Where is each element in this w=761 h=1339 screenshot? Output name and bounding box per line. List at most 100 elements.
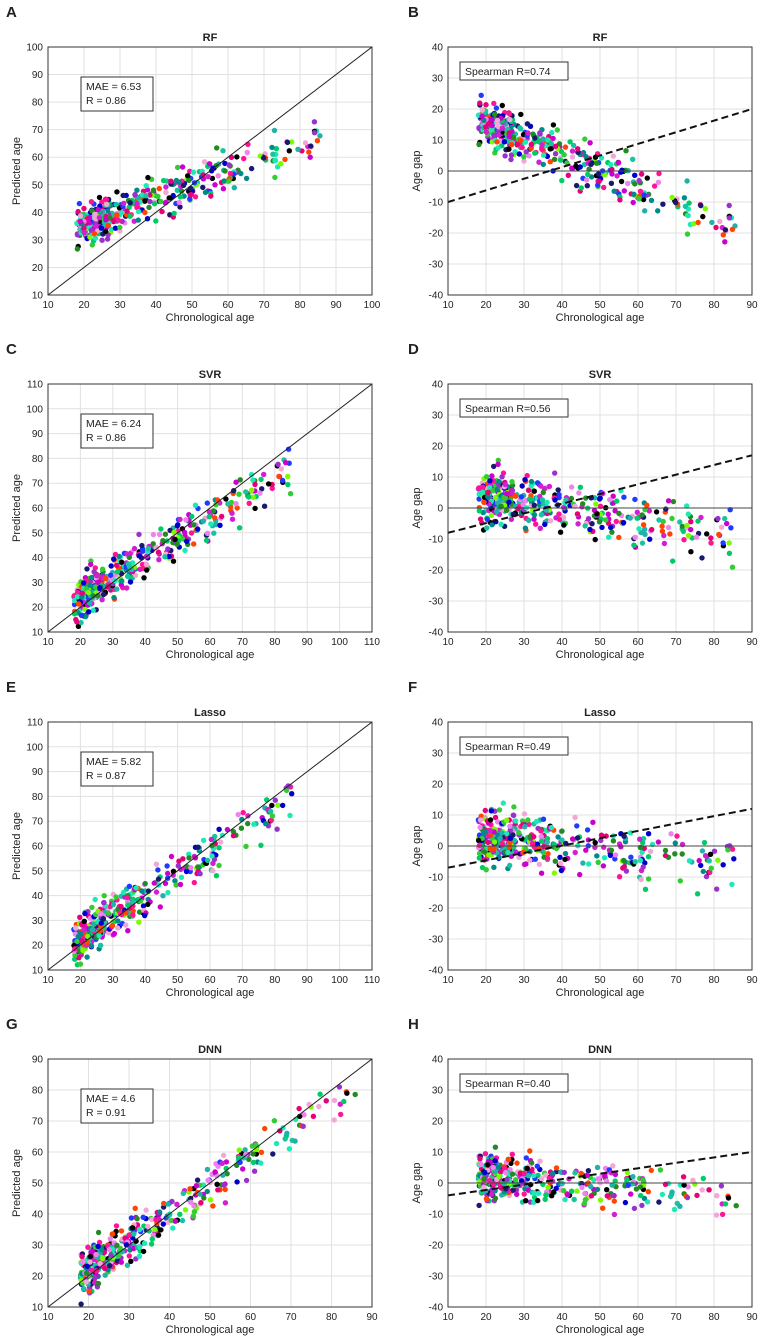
stats-text: MAE = 4.6: [86, 1093, 135, 1105]
scatter-point: [628, 854, 634, 860]
scatter-point: [102, 1272, 108, 1278]
scatter-point: [677, 1203, 683, 1210]
scatter-point: [694, 1192, 700, 1199]
scatter-point: [136, 1226, 143, 1233]
x-tick-label: 110: [364, 637, 380, 648]
scatter-point: [136, 909, 143, 915]
scatter-point: [684, 178, 690, 184]
scatter-point: [331, 1117, 337, 1123]
y-tick-label: 30: [32, 578, 44, 589]
scatter-point: [701, 839, 708, 846]
scatter-point: [296, 1105, 302, 1112]
scatter-point: [694, 891, 701, 897]
x-tick-label: 40: [140, 975, 152, 986]
scatter-point: [111, 218, 117, 224]
scatter-point: [216, 862, 222, 869]
scatter-point: [594, 511, 600, 517]
scatter-point: [729, 226, 736, 233]
scatter-point: [536, 861, 542, 867]
scatter-point: [593, 501, 599, 507]
scatter-point: [514, 1191, 520, 1198]
scatter-point: [145, 174, 151, 181]
scatter-point: [568, 1188, 575, 1194]
scatter-point: [197, 1191, 203, 1197]
scatter-point: [143, 562, 150, 568]
scatter-point: [539, 142, 545, 148]
scatter-point: [234, 505, 240, 511]
chart-panel-B: 10 20 30 40 50 60 70 80 90-40-30-20-10010203040C…: [408, 4, 758, 324]
x-tick-label: 50: [186, 300, 198, 311]
scatter-point: [621, 188, 627, 194]
scatter-point: [538, 838, 545, 844]
scatter-point: [184, 538, 190, 545]
scatter-point: [662, 847, 669, 854]
y-tick-label: 40: [432, 380, 444, 391]
scatter-point: [92, 235, 99, 241]
scatter-point: [601, 844, 607, 850]
scatter-point: [491, 463, 497, 470]
scatter-point: [494, 139, 500, 145]
scatter-point: [511, 804, 517, 810]
scatter-point: [482, 807, 488, 814]
scatter-point: [88, 227, 95, 233]
scatter-point: [579, 1184, 585, 1191]
y-tick-label: -20: [429, 904, 444, 915]
scatter-point: [84, 954, 90, 960]
scatter-point: [536, 1190, 542, 1197]
scatter-point: [263, 821, 269, 827]
scatter-point: [200, 518, 207, 524]
scatter-point: [186, 855, 192, 861]
scatter-point: [559, 828, 565, 834]
scatter-point: [261, 471, 267, 478]
scatter-point: [537, 525, 543, 531]
scatter-point: [148, 1241, 155, 1247]
scatter-point: [213, 873, 220, 879]
scatter-point: [611, 188, 617, 194]
scatter-point: [487, 827, 493, 834]
y-tick-label: -30: [429, 1272, 444, 1283]
scatter-point: [93, 584, 99, 590]
scatter-point: [262, 1125, 268, 1132]
scatter-point: [544, 499, 550, 506]
scatter-point: [573, 182, 580, 189]
scatter-point: [191, 1203, 197, 1209]
scatter-point: [237, 477, 243, 483]
scatter-point: [113, 201, 119, 208]
y-tick-label: -20: [429, 566, 444, 577]
scatter-point: [688, 526, 694, 533]
y-tick-label: 40: [432, 43, 444, 54]
scatter-point: [147, 198, 153, 205]
scatter-point: [531, 1172, 537, 1179]
x-tick-label: 30: [114, 300, 126, 311]
scatter-point: [338, 1111, 344, 1118]
scatter-point: [144, 567, 150, 573]
y-tick-label: 30: [432, 74, 444, 85]
scatter-point: [124, 585, 130, 591]
scatter-point: [688, 519, 694, 525]
scatter-point: [655, 179, 662, 185]
scatter-point: [524, 1165, 530, 1172]
scatter-point: [640, 864, 646, 870]
scatter-point: [109, 1231, 116, 1237]
scatter-point: [160, 1221, 166, 1227]
scatter-point: [631, 542, 637, 548]
x-tick-label: 70: [670, 300, 682, 311]
scatter-point: [224, 1171, 230, 1177]
scatter-point: [88, 943, 95, 949]
scatter-point: [127, 579, 134, 585]
scatter-point: [559, 837, 565, 843]
scatter-point: [126, 1253, 132, 1259]
scatter-point: [152, 1226, 158, 1233]
scatter-point: [561, 522, 567, 528]
scatter-point: [639, 540, 646, 546]
scatter-point: [588, 161, 594, 167]
x-tick-label: 40: [556, 300, 568, 311]
scatter-point: [95, 1243, 101, 1250]
scatter-point: [582, 523, 588, 529]
x-axis-label: Chronological age: [556, 649, 645, 661]
scatter-point: [209, 842, 215, 849]
scatter-point: [569, 165, 575, 171]
scatter-point: [522, 525, 529, 531]
scatter-point: [191, 1209, 198, 1215]
